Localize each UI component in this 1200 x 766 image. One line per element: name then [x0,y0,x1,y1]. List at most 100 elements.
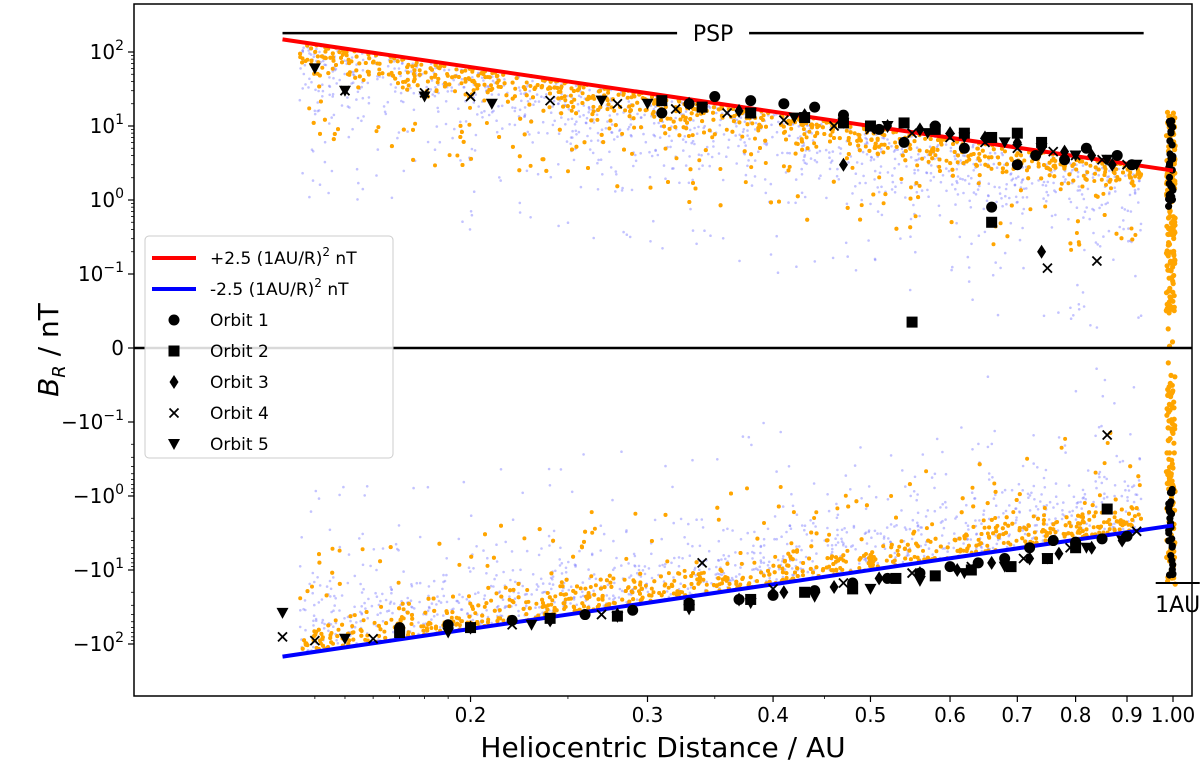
psp-orange-point [689,574,694,578]
psp-blue-point [572,596,575,599]
psp-blue-point [639,575,643,578]
psp-blue-point [526,130,530,134]
psp-blue-point [896,148,899,151]
psp-orange-point [589,510,594,515]
psp-blue-point [698,568,701,572]
psp-blue-point [751,568,754,571]
psp-blue-point [683,135,687,138]
psp-blue-point [328,579,332,583]
psp-blue-point [1045,190,1048,194]
psp-blue-point [776,558,780,562]
psp-blue-point [453,127,456,131]
psp-orange-point [982,525,987,530]
psp-blue-point [347,135,351,139]
psp-orange-point [1051,527,1056,532]
psp-blue-point [916,168,920,172]
psp-orange-point [336,627,341,632]
psp-orange-point [835,506,840,511]
psp-blue-point [511,518,515,521]
psp-orange-point [426,596,431,601]
psp-orange-point [716,107,721,112]
psp-orange-point [867,148,872,153]
psp-blue-point [410,584,414,588]
psp-blue-point [887,537,890,540]
psp-blue-point [974,193,978,196]
psp-blue-point [1016,200,1019,204]
psp-blue-point [1097,472,1101,476]
psp-orange-point [929,149,933,154]
psp-blue-point [314,489,318,493]
psp-blue-point [547,467,551,471]
psp-blue-point [715,111,718,115]
psp-blue-point [501,127,504,130]
psp-blue-point [531,573,535,576]
psp-blue-point [978,184,981,188]
psp-orange-point [494,591,499,596]
psp-blue-point [418,581,422,585]
psp-blue-point [513,123,517,127]
psp-orange-point [595,117,600,122]
psp-blue-point [399,91,403,95]
psp-blue-point [567,588,571,592]
psp-blue-point [353,574,357,578]
psp-blue-point [462,480,466,484]
psp-orange-point [881,150,886,155]
psp-blue-point [1138,457,1142,461]
psp-blue-point [1094,480,1097,483]
psp-blue-point [1104,202,1107,206]
psp-blue-point [1036,508,1040,511]
psp-orange-point [321,643,325,648]
psp-blue-point [362,115,365,118]
psp-orange-point [1009,203,1014,208]
psp-blue-point [492,109,495,113]
psp-blue-point [889,540,892,544]
psp-orange-point [903,149,908,153]
psp-orange-point [484,601,489,606]
psp-blue-point [953,155,956,158]
psp-blue-point [900,509,903,512]
psp-orange-point [589,118,594,123]
psp-orange-point [897,544,902,549]
psp-blue-point [864,507,868,511]
psp-orange-point [592,592,597,597]
psp-orange-point [1069,247,1074,252]
psp-orange-point [485,90,490,95]
psp-orange-point [329,640,334,645]
psp-blue-point [688,155,691,158]
psp-blue-point [537,585,540,588]
psp-blue-point [519,92,523,95]
psp-orange-point [1085,170,1090,175]
psp-blue-point [673,556,676,560]
psp-orange-point [470,604,475,609]
psp-blue-point [1098,475,1101,479]
psp-orange-point [606,602,611,607]
psp-orange-point [558,592,563,597]
psp-blue-point [525,549,529,553]
psp-blue-point [436,613,439,616]
psp-blue-point [587,105,591,109]
psp-orange-point [859,203,864,208]
psp-blue-point [304,83,307,86]
psp-blue-point [890,145,893,148]
psp-orange-point [613,123,618,128]
psp-orange-point [1132,514,1137,519]
psp-orange-point [337,50,342,55]
psp-blue-point [629,123,633,126]
psp-blue-point [321,89,325,93]
psp-blue-point [1054,517,1057,520]
psp-blue-point [1050,226,1054,229]
psp-orange-point [305,589,310,594]
psp-orange-point [951,142,956,146]
psp-blue-point [639,152,642,155]
psp-orange-point [1043,204,1048,209]
psp-blue-point [932,175,936,179]
psp-orange-point [789,541,794,546]
psp-blue-point [967,280,971,283]
psp-orange-point [1114,167,1119,172]
psp-orange-point [561,104,566,109]
psp-orange-point [492,608,497,613]
psp-blue-point [869,159,873,162]
psp-blue-point [991,273,995,277]
psp-blue-point [826,526,829,530]
psp-blue-point [1063,180,1066,184]
